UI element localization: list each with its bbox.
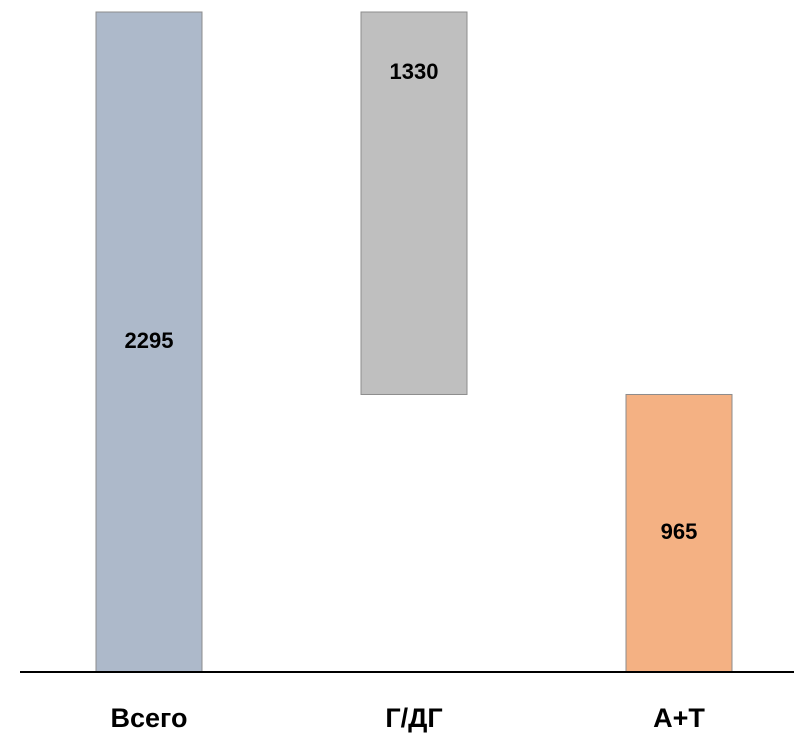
category-label: Всего	[111, 703, 188, 733]
bar	[360, 11, 468, 395]
bar	[625, 393, 733, 673]
category-label: А+Т	[653, 703, 705, 733]
category-label: Г/ДГ	[385, 703, 442, 733]
value-label: 1330	[390, 59, 439, 84]
value-label: 2295	[125, 328, 174, 353]
value-label: 965	[661, 519, 698, 544]
bar	[95, 11, 203, 673]
